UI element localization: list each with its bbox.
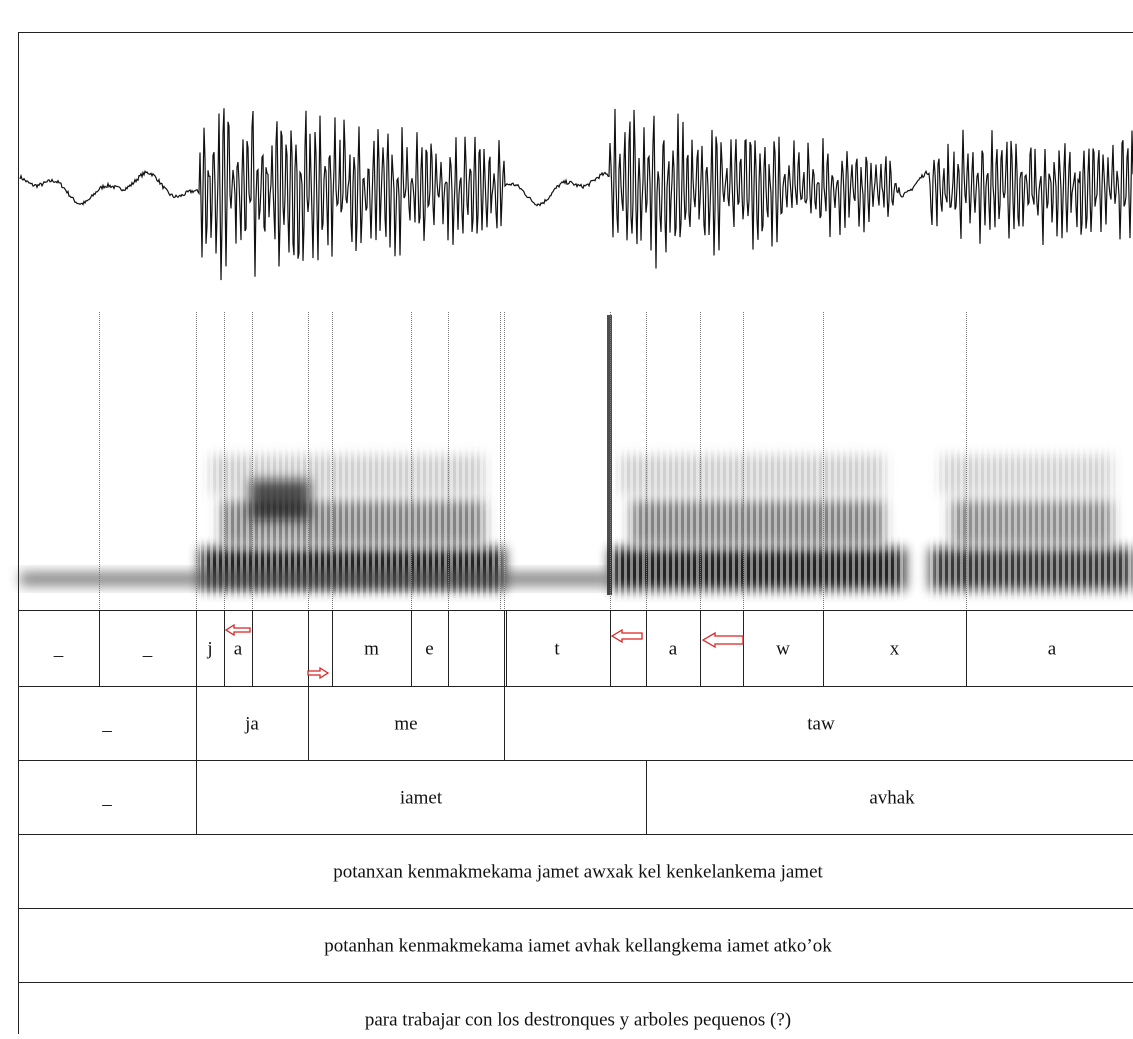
interval-label: me <box>394 713 417 734</box>
arrow <box>703 633 743 647</box>
interval-label: potanxan kenmakmekama jamet awxak kel ke… <box>333 861 823 882</box>
interval-label: _ <box>142 638 153 659</box>
interval-label: potanhan kenmakmekama iamet avhak kellan… <box>324 935 832 956</box>
formant <box>250 480 310 520</box>
waveform <box>20 108 1133 280</box>
interval-label: m <box>364 638 379 659</box>
burst <box>607 315 612 595</box>
interval-label: e <box>425 638 433 659</box>
interval-label: _ <box>101 713 112 734</box>
arrows <box>226 625 743 678</box>
formant <box>20 572 610 586</box>
stripes <box>930 440 1133 600</box>
interval-label: taw <box>807 713 835 734</box>
arrow <box>308 668 328 678</box>
interval-label: ja <box>244 713 259 734</box>
interval-label: w <box>776 638 790 659</box>
interval-label: t <box>554 638 560 659</box>
arrow <box>226 625 250 635</box>
interval-label: _ <box>101 787 112 808</box>
interval-label: a <box>1048 638 1057 659</box>
interval-label: para trabajar con los destronques y arbo… <box>365 1009 791 1030</box>
interval-label: iamet <box>400 787 443 808</box>
arrow <box>612 630 642 642</box>
interval-label: _ <box>53 638 64 659</box>
interval-label: a <box>669 638 678 659</box>
interval-label: avhak <box>869 787 915 808</box>
interval-label: x <box>890 638 900 659</box>
interval-label: j <box>206 638 212 659</box>
stripes <box>610 440 905 600</box>
interval-label: a <box>234 638 243 659</box>
spectrogram <box>20 312 1133 610</box>
